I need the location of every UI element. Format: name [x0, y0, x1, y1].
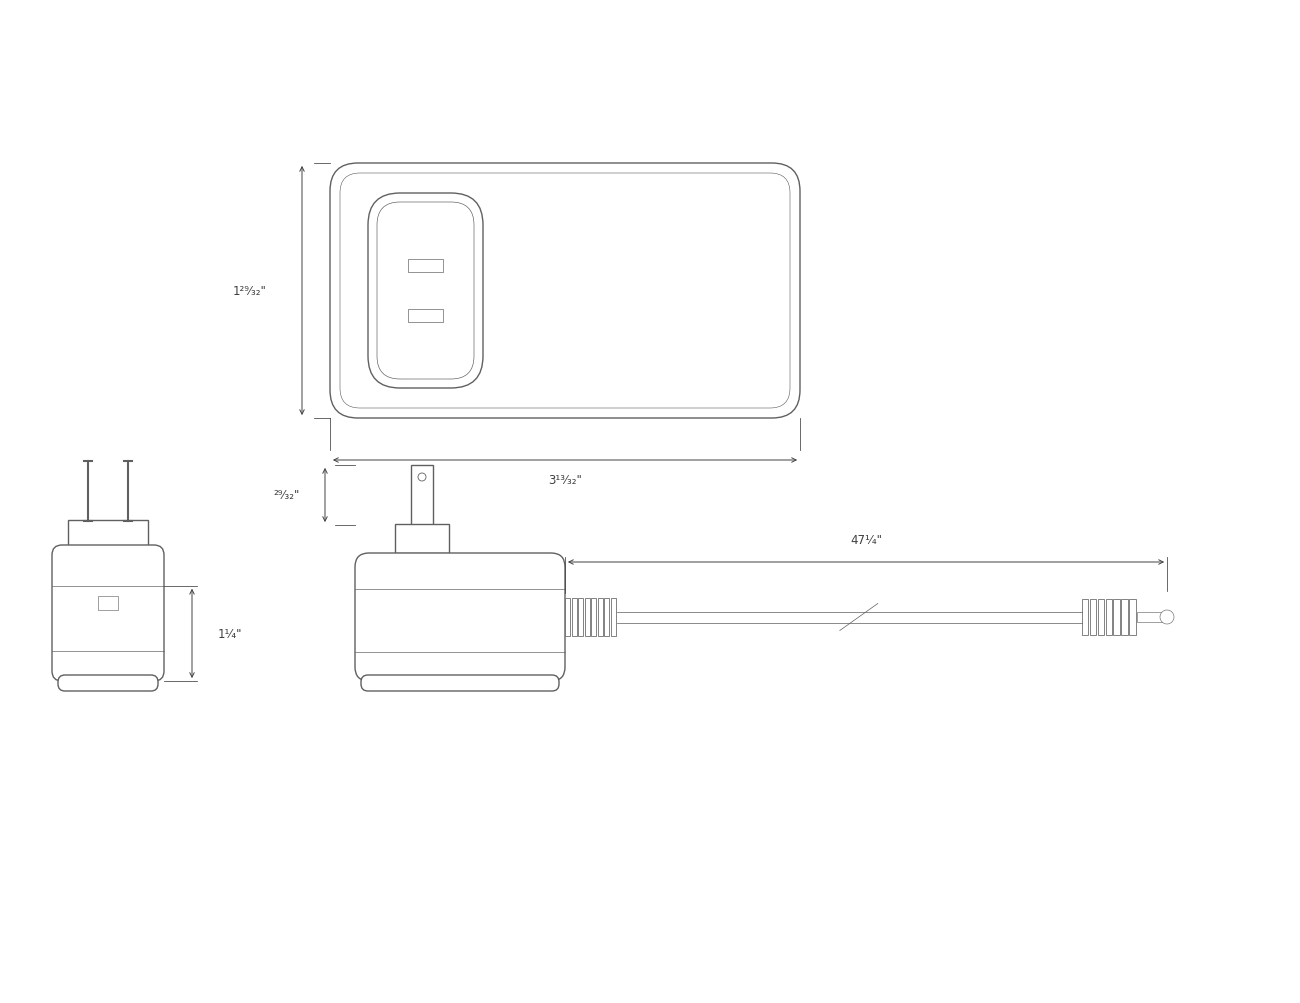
- FancyBboxPatch shape: [52, 546, 164, 681]
- Text: 3¹³⁄₃₂": 3¹³⁄₃₂": [549, 474, 582, 487]
- Bar: [1113, 600, 1119, 635]
- Text: 1¹⁄₄": 1¹⁄₄": [218, 627, 242, 640]
- FancyBboxPatch shape: [361, 675, 559, 691]
- Bar: [1122, 600, 1127, 635]
- Bar: [572, 599, 577, 636]
- Bar: [1082, 600, 1088, 635]
- Bar: [598, 599, 603, 636]
- Bar: [68, 521, 148, 547]
- Bar: [408, 260, 443, 273]
- FancyBboxPatch shape: [355, 554, 566, 681]
- Bar: [411, 465, 433, 526]
- Bar: [585, 599, 590, 636]
- Text: 47¹⁄₄": 47¹⁄₄": [850, 534, 881, 547]
- FancyBboxPatch shape: [377, 203, 474, 379]
- Bar: [592, 599, 597, 636]
- Bar: [1130, 600, 1136, 635]
- FancyBboxPatch shape: [368, 194, 484, 388]
- Bar: [611, 599, 616, 636]
- FancyBboxPatch shape: [330, 163, 800, 418]
- Bar: [1105, 600, 1112, 635]
- Bar: [566, 599, 571, 636]
- Bar: [604, 599, 610, 636]
- Bar: [395, 525, 448, 554]
- Bar: [578, 599, 584, 636]
- Circle shape: [1160, 611, 1174, 625]
- Circle shape: [419, 473, 426, 481]
- Text: 1²⁹⁄₃₂": 1²⁹⁄₃₂": [233, 285, 266, 298]
- Bar: [408, 310, 443, 323]
- FancyBboxPatch shape: [341, 174, 790, 408]
- Bar: [1097, 600, 1104, 635]
- Bar: [1089, 600, 1096, 635]
- Bar: [1138, 613, 1167, 623]
- Text: ²⁹⁄₃₂": ²⁹⁄₃₂": [274, 489, 300, 502]
- Bar: [98, 597, 118, 611]
- FancyBboxPatch shape: [58, 675, 159, 691]
